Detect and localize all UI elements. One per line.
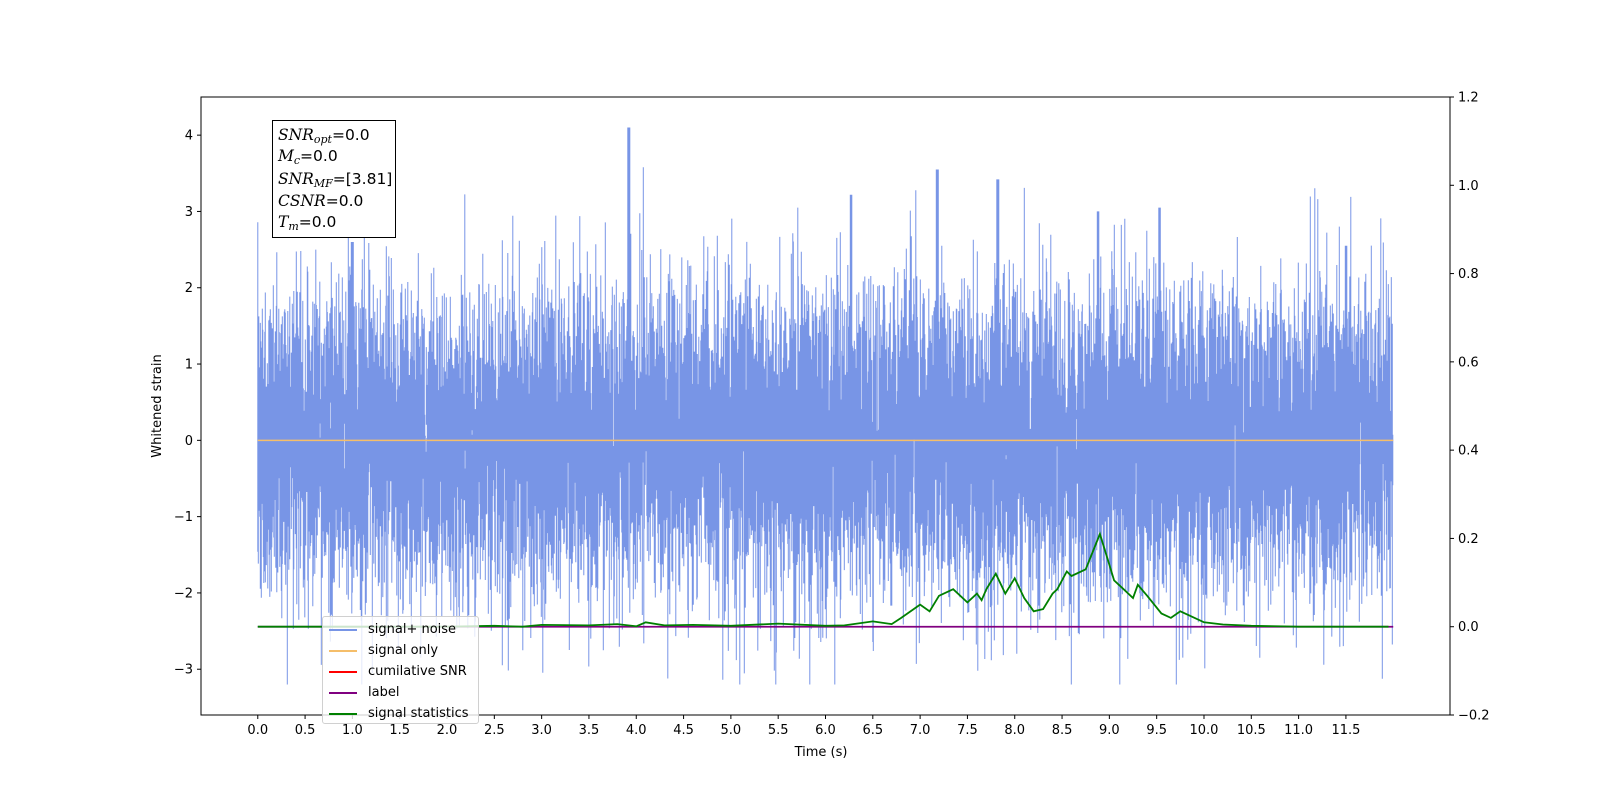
x-tick-label: 7.0 [910, 723, 931, 738]
x-tick-label: 0.0 [247, 723, 268, 738]
x-tick-label: 2.0 [437, 723, 458, 738]
legend-swatch [329, 670, 357, 673]
annotation-box: SNRopt=0.0 Mc=0.0 SNRMF=[3.81] CSNR=0.0 … [272, 120, 396, 238]
legend-swatch [329, 712, 357, 715]
legend-swatch [329, 691, 357, 694]
legend-item: signal only [329, 640, 472, 661]
series-line-signal-statistics [257, 531, 1389, 628]
x-axis-label: Time (s) [794, 745, 848, 760]
y-left-tick-label: 2 [185, 281, 193, 296]
y-right-tick-label: 0.4 [1458, 444, 1479, 459]
y-right-tick-label: 0.6 [1458, 355, 1479, 370]
x-tick-label: 8.5 [1052, 723, 1073, 738]
annotation-snr-mf: SNRMF=[3.81] [278, 170, 393, 190]
legend: signal+ noise signal only cumilative SNR… [322, 616, 479, 724]
annotation-snr-opt: SNRopt=0.0 [278, 126, 370, 146]
annotation-tm: Tm=0.0 [278, 213, 337, 233]
y-right-tick-label: 0.0 [1458, 620, 1479, 635]
y-right-tick-label: 0.8 [1458, 267, 1479, 282]
y-axis-left-ticks: −3 −2 −1 0 1 2 3 4 [174, 129, 201, 678]
x-tick-label: 2.5 [484, 723, 505, 738]
x-tick-label: 8.0 [1004, 723, 1025, 738]
x-tick-label: 3.5 [579, 723, 600, 738]
annotation-mc: Mc=0.0 [278, 147, 338, 167]
y-right-tick-label: 1.0 [1458, 179, 1479, 194]
x-tick-label: 10.5 [1237, 723, 1266, 738]
y-left-tick-label: −1 [174, 510, 193, 525]
x-tick-label: 3.0 [531, 723, 552, 738]
x-tick-label: 11.5 [1331, 723, 1360, 738]
x-tick-label: 1.0 [342, 723, 363, 738]
x-tick-label: 5.0 [721, 723, 742, 738]
x-tick-label: 6.0 [815, 723, 836, 738]
x-tick-label: 0.5 [295, 723, 316, 738]
x-tick-label: 5.5 [768, 723, 789, 738]
y-right-tick-label: 1.2 [1458, 91, 1479, 106]
plot-area [257, 127, 1394, 685]
legend-swatch [329, 649, 357, 652]
x-tick-label: 4.5 [673, 723, 694, 738]
y-axis-left-label: Whitened strain [150, 354, 165, 457]
x-tick-label: 9.5 [1146, 723, 1167, 738]
legend-item: signal statistics [329, 703, 472, 724]
x-tick-label: 11.0 [1284, 723, 1313, 738]
y-left-tick-label: −2 [174, 586, 193, 601]
x-tick-label: 10.0 [1190, 723, 1219, 738]
x-tick-label: 6.5 [862, 723, 883, 738]
x-tick-label: 1.5 [389, 723, 410, 738]
annotation-csnr: CSNR=0.0 [278, 192, 364, 210]
y-left-tick-label: 1 [185, 358, 193, 373]
y-axis-right-ticks: −0.2 0.0 0.2 0.4 0.6 0.8 1.0 1.2 [1450, 91, 1490, 724]
y-right-tick-label: −0.2 [1458, 709, 1490, 724]
x-axis-ticks: 0.0 0.5 1.0 1.5 2.0 2.5 3.0 3.5 4.0 4.5 5.0 5.5 6.0 6… [247, 715, 1360, 738]
y-left-tick-label: 4 [185, 129, 193, 144]
x-tick-label: 7.5 [957, 723, 978, 738]
y-right-tick-label: 0.2 [1458, 532, 1479, 547]
x-tick-label: 4.0 [626, 723, 647, 738]
y-left-tick-label: −3 [174, 663, 193, 678]
y-left-tick-label: 3 [185, 205, 193, 220]
legend-item: cumilative SNR [329, 661, 472, 682]
x-tick-label: 9.0 [1099, 723, 1120, 738]
legend-item: signal+ noise [329, 619, 472, 640]
legend-item: label [329, 682, 472, 703]
series-line-signal-plus-noise [257, 127, 1394, 685]
legend-swatch [329, 628, 357, 631]
y-left-tick-label: 0 [185, 434, 193, 449]
